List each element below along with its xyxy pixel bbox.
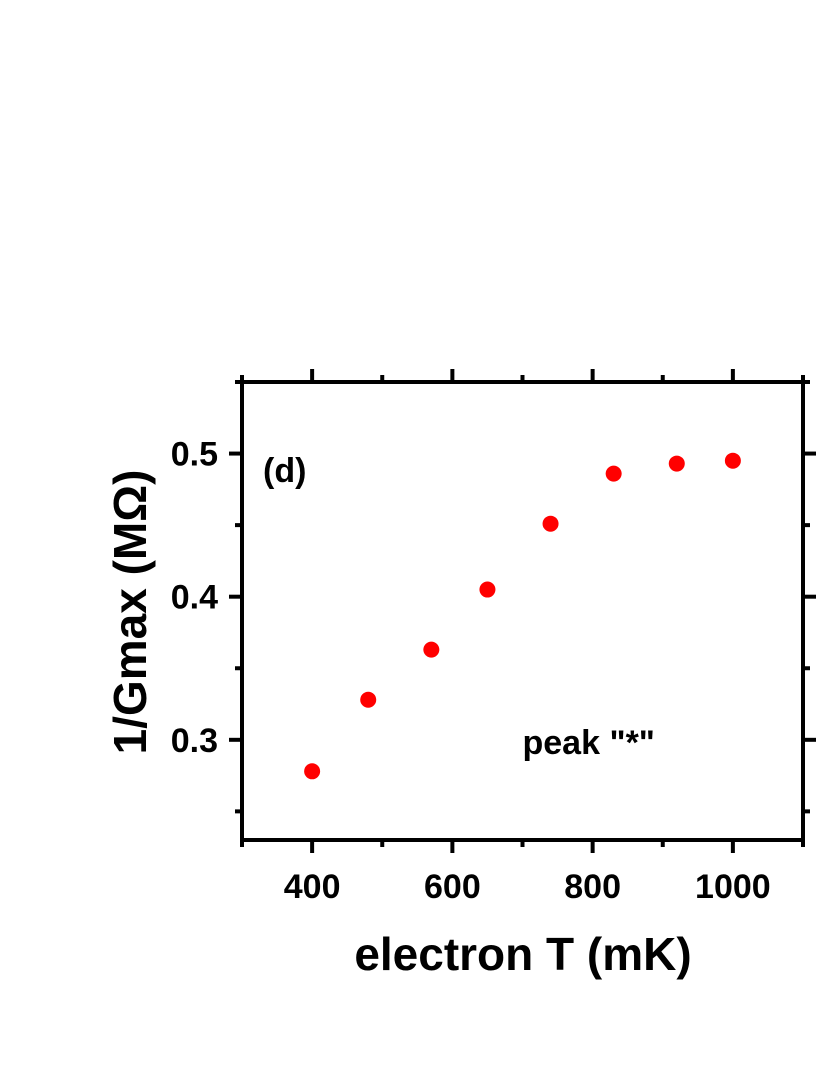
y-axis-title-group: 1/Gmax (MΩ): [104, 470, 156, 755]
y-axis-title: 1/Gmax (MΩ): [104, 470, 156, 755]
y-tick-label: 0.3: [171, 722, 218, 760]
x-axis-title: electron T (mK): [354, 928, 691, 980]
y-tick-label: 0.4: [171, 579, 218, 617]
x-tick-label: 1000: [695, 868, 771, 906]
x-tick-label: 400: [284, 868, 341, 906]
plot-area: 400 600 800 1000 0.3 0.4 0.5 (d) peak "*": [171, 369, 816, 906]
annotation-label: (d): [263, 452, 306, 490]
data-point: [360, 691, 377, 708]
data-point: [668, 455, 685, 472]
data-point: [479, 581, 496, 598]
data-point: [724, 452, 741, 469]
x-tick-label: 600: [424, 868, 481, 906]
annotation-label: peak "*": [523, 724, 655, 762]
data-point: [304, 763, 321, 780]
data-point: [605, 465, 622, 482]
x-tick-label: 800: [564, 868, 621, 906]
data-point: [423, 641, 440, 658]
y-tick-label: 0.5: [171, 436, 218, 474]
plot-frame: [240, 380, 805, 842]
data-point: [542, 515, 559, 532]
